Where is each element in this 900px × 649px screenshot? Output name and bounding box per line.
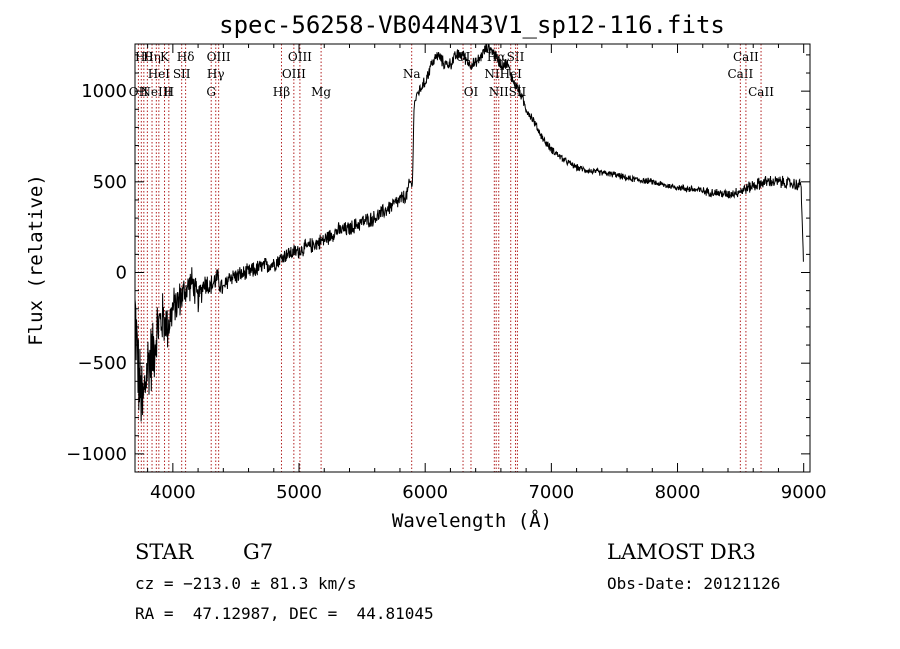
spectrum-line <box>134 43 804 422</box>
spectral-line-label: OIII <box>207 50 231 64</box>
x-tick-label: 4000 <box>150 482 196 503</box>
x-tick-label: 5000 <box>276 482 322 503</box>
object-class: STAR <box>135 540 194 564</box>
spectral-line-label: NeIII <box>140 85 172 99</box>
x-axis-label: Wavelength (Å) <box>392 509 552 532</box>
coordinates-readout: RA = 47.12987, DEC = 44.81045 <box>135 604 434 623</box>
spectral-line-label: NII <box>489 85 509 99</box>
spectral-line-label: CaII <box>727 67 753 81</box>
spectrum-chart: spec-56258-VB044N43V1_sp12-116.fits OII H… <box>25 11 827 532</box>
spectral-line-label: G <box>206 85 216 99</box>
spectral-line-label: CaII <box>733 50 759 64</box>
spectral-line-label: CaII <box>748 85 774 99</box>
spectral-line-label: Na <box>403 67 421 81</box>
y-tick-label: −500 <box>78 353 127 374</box>
y-tick-label: −1000 <box>66 444 127 465</box>
spectral-line-label: Hγ <box>207 67 225 81</box>
velocity-readout: cz = −213.0 ± 81.3 km/s <box>135 574 357 593</box>
spectral-line-label: NII <box>484 67 504 81</box>
spectral-line-label: Mg <box>311 85 331 99</box>
spectral-line-label: OIII <box>288 50 312 64</box>
observation-date: Obs-Date: 20121126 <box>607 574 781 593</box>
spectral-line-label: K <box>160 50 170 64</box>
spectral-line-label: Hθ <box>135 50 153 64</box>
spectrum-series <box>134 43 804 422</box>
plot-frame <box>134 43 811 473</box>
y-axis-label: Flux (relative) <box>25 174 47 346</box>
x-tick-label: 7000 <box>528 482 574 503</box>
x-tick-label: 6000 <box>402 482 448 503</box>
spectral-line-label: Hβ <box>273 85 290 99</box>
x-tick-label: 9000 <box>781 482 827 503</box>
spectral-line-label: OIII <box>282 67 306 81</box>
survey-name: LAMOST DR3 <box>607 540 756 564</box>
spectral-line-label: H <box>164 85 174 99</box>
spectral-line-label: SII <box>507 50 525 64</box>
spectral-line-label: SII <box>173 67 191 81</box>
y-tick-label: 0 <box>116 263 127 284</box>
axes: 4000 5000 6000 7000 8000 9000 −1000 −500 0 500 100… <box>66 43 827 503</box>
spectral-line-label: Hη <box>143 50 161 64</box>
y-tick-label: 1000 <box>81 81 127 102</box>
spectral-line-label: OII <box>129 85 149 99</box>
y-tick-label: 500 <box>93 172 127 193</box>
spectral-line-label: OI <box>464 85 479 99</box>
spectral-line-label: HeI <box>148 67 171 81</box>
x-tick-label: 8000 <box>655 482 701 503</box>
chart-title: spec-56258-VB044N43V1_sp12-116.fits <box>219 11 725 39</box>
object-subclass: G7 <box>243 540 274 564</box>
spectral-line-label: Hδ <box>177 50 195 64</box>
